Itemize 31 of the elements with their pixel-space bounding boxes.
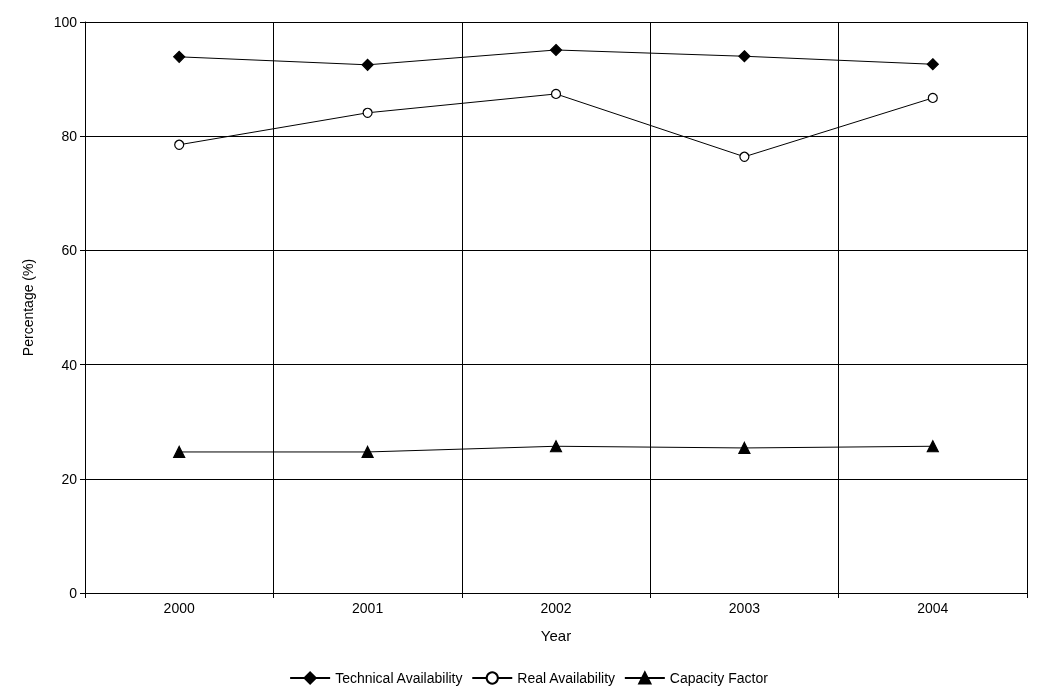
x-tick-label: 2004: [917, 600, 949, 616]
x-tick-label: 2000: [163, 600, 195, 616]
y-tick-label: 80: [61, 128, 78, 145]
point: [549, 43, 563, 57]
point: [173, 50, 186, 63]
point: [738, 441, 751, 455]
y-tick-label: 20: [61, 470, 78, 487]
point: [550, 88, 562, 100]
point: [738, 50, 751, 63]
point: [926, 440, 939, 453]
point: [361, 58, 374, 71]
x-tick-label: 2002: [540, 600, 572, 616]
point: [173, 445, 186, 459]
point: [174, 139, 185, 150]
x-tick-label: 2001: [352, 600, 384, 616]
point: [926, 58, 939, 71]
x-tick-label: 2003: [728, 600, 761, 616]
point: [362, 107, 373, 118]
point: [549, 440, 563, 453]
point: [739, 151, 750, 162]
legend-label: Technical Availability: [335, 670, 463, 686]
x-axis-title: Year: [540, 627, 572, 644]
legend-label: Capacity Factor: [669, 670, 769, 686]
y-tick-label: 0: [69, 585, 78, 601]
y-axis-title: Percentage (%): [20, 258, 36, 357]
y-tick-label: 40: [61, 356, 78, 373]
point: [361, 445, 374, 459]
y-tick-label: 100: [53, 14, 78, 30]
legend-label: Real Availability: [517, 670, 616, 686]
y-tick-label: 60: [61, 242, 78, 259]
point: [927, 92, 938, 104]
